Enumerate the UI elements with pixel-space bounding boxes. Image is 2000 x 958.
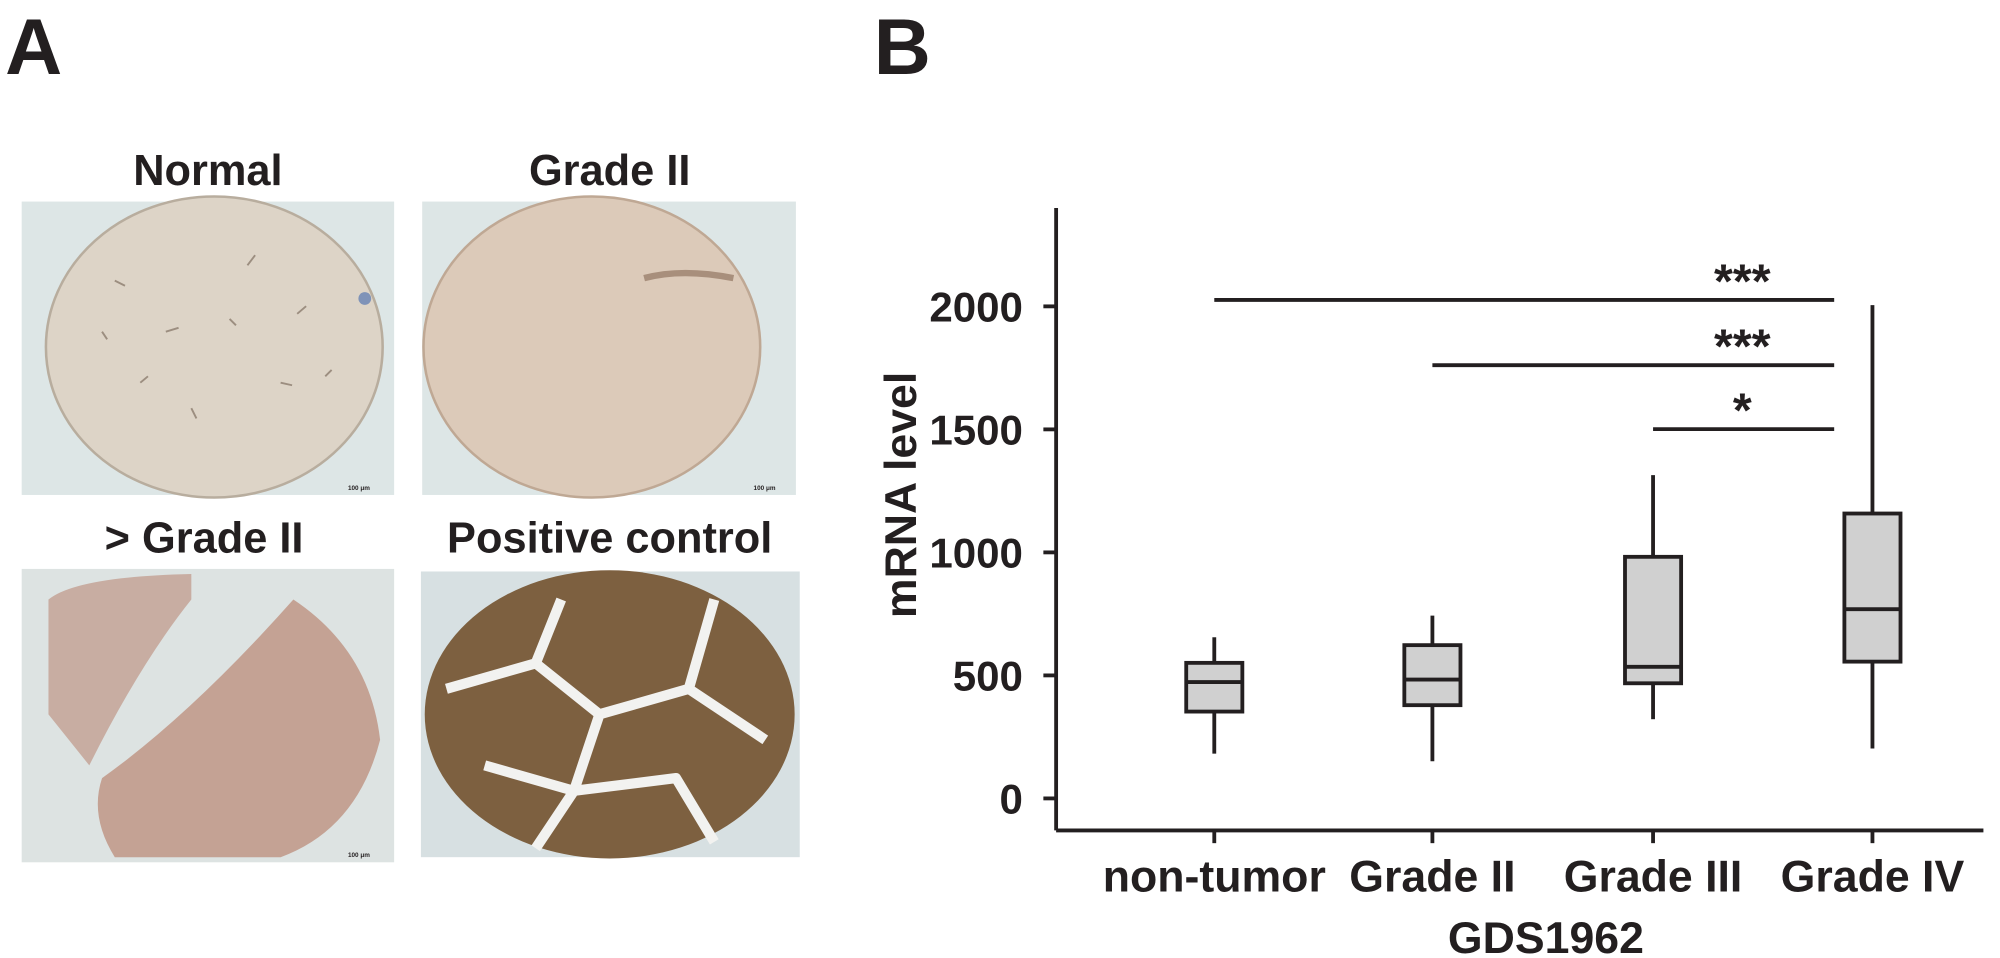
box [1623,554,1684,686]
y-tick-label: 2000 [929,284,1023,331]
x-tick-label: Grade II [1349,853,1515,902]
y-tick-label: 500 [953,653,1023,700]
box [1842,511,1903,664]
image-title: > Grade II [105,514,304,562]
panel-label: B [874,2,931,91]
y-tick-label: 1500 [929,407,1023,454]
scale-bar: 100 μm [754,485,776,492]
micrograph [420,570,800,859]
x-tick-label: Grade III [1564,853,1743,902]
significance-label: * [1733,384,1752,438]
box [1402,643,1463,708]
box [1184,660,1245,714]
panel-label: A [5,2,62,91]
x-tick-label: Grade IV [1781,853,1965,902]
y-axis-title: mRNA level [877,372,926,618]
micrograph: 100 μm [21,568,395,863]
scale-bar: 100 μm [348,485,370,492]
micrograph: 100 μm [21,195,395,499]
y-tick-label: 0 [1000,776,1023,823]
x-tick-label: non-tumor [1103,853,1326,902]
significance-label: *** [1714,254,1771,308]
scale-bar: 100 μm [348,852,370,859]
image-title: Grade II [529,147,690,195]
y-tick-label: 1000 [929,530,1023,577]
image-title: Normal [133,147,282,195]
x-axis-title: GDS1962 [1448,914,1644,958]
image-title: Positive control [447,514,772,562]
significance-label: *** [1714,320,1771,374]
micrograph: 100 μm [422,195,796,499]
